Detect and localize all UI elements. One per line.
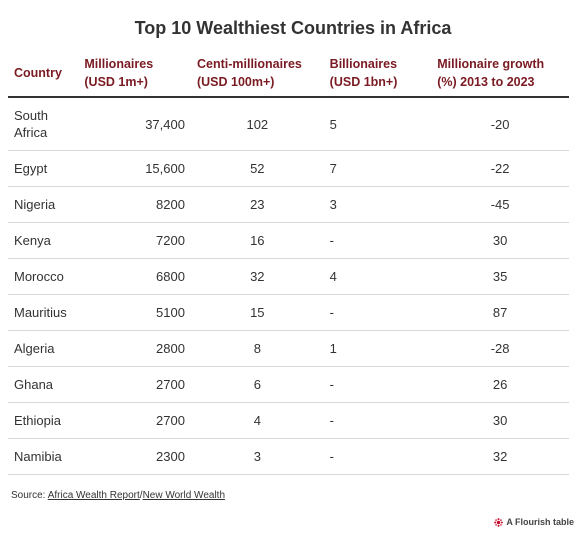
cell-millionaires: 2800 — [78, 330, 191, 367]
source-link-new-world-wealth[interactable]: New World Wealth — [142, 490, 225, 501]
header-millionaires-line2: (USD 1m+) — [84, 75, 148, 89]
cell-millionaires: 2700 — [78, 402, 191, 439]
cell-centi-millionaires: 52 — [190, 150, 324, 187]
cell-millionaires: 2300 — [78, 438, 191, 475]
cell-country: Nigeria — [8, 186, 79, 223]
table-row: South Africa 37,400 102 5 -20 — [8, 97, 569, 151]
flourish-credit[interactable]: A Flourish table — [494, 517, 574, 527]
header-centi-line1: Centi-millionaires — [196, 57, 302, 71]
cell-growth: 87 — [431, 294, 569, 331]
cell-millionaires: 15,600 — [78, 150, 191, 187]
table-header-row: Country Millionaires (USD 1m+) Centi-mil… — [8, 50, 569, 98]
cell-centi-millionaires: 16 — [190, 222, 324, 259]
cell-country: Ghana — [8, 366, 79, 403]
cell-country: Egypt — [8, 150, 79, 187]
cell-country: South Africa — [8, 97, 79, 151]
cell-centi-millionaires: 8 — [190, 330, 324, 367]
cell-growth: 32 — [431, 438, 569, 475]
cell-millionaires: 2700 — [78, 366, 191, 403]
cell-billionaires: 3 — [323, 186, 432, 223]
cell-country: Mauritius — [8, 294, 79, 331]
cell-billionaires: - — [323, 438, 432, 475]
table-row: Morocco 6800 32 4 35 — [8, 258, 569, 295]
cell-millionaires: 6800 — [78, 258, 191, 295]
header-country[interactable]: Country — [8, 50, 79, 98]
cell-country: Namibia — [8, 438, 79, 475]
source-note: Source: Africa Wealth Report/New World W… — [11, 490, 225, 501]
cell-millionaires: 7200 — [78, 222, 191, 259]
cell-growth: 26 — [431, 366, 569, 403]
table-row: Algeria 2800 8 1 -28 — [8, 330, 569, 367]
cell-growth: 35 — [431, 258, 569, 295]
cell-growth: -20 — [431, 97, 569, 151]
table-row: Mauritius 5100 15 - 87 — [8, 294, 569, 331]
source-link-africa-wealth-report[interactable]: Africa Wealth Report — [47, 490, 140, 501]
header-billionaires-line2: (USD 1bn+) — [329, 75, 398, 89]
table-row: Egypt 15,600 52 7 -22 — [8, 150, 569, 187]
cell-growth: 30 — [431, 222, 569, 259]
cell-billionaires: - — [323, 222, 432, 259]
table-row: Ethiopia 2700 4 - 30 — [8, 402, 569, 439]
header-growth-line1: Millionaire growth — [437, 57, 545, 71]
cell-billionaires: 7 — [323, 150, 432, 187]
cell-country: Ethiopia — [8, 402, 79, 439]
cell-centi-millionaires: 32 — [190, 258, 324, 295]
source-separator: / — [139, 490, 143, 501]
flourish-logo-icon — [494, 517, 504, 527]
table-title: Top 10 Wealthiest Countries in Africa — [134, 18, 452, 38]
table-row: Ghana 2700 6 - 26 — [8, 366, 569, 403]
cell-millionaires: 8200 — [78, 186, 191, 223]
header-growth[interactable]: Millionaire growth (%) 2013 to 2023 — [431, 50, 569, 98]
cell-centi-millionaires: 4 — [190, 402, 324, 439]
cell-country: Morocco — [8, 258, 79, 295]
cell-country: Algeria — [8, 330, 79, 367]
cell-billionaires: - — [323, 402, 432, 439]
header-billionaires-line1: Billionaires — [329, 57, 398, 71]
cell-growth: -45 — [431, 186, 569, 223]
cell-growth: -28 — [431, 330, 569, 367]
cell-country: Kenya — [8, 222, 79, 259]
table-row: Namibia 2300 3 - 32 — [8, 438, 569, 475]
wealth-table: Country Millionaires (USD 1m+) Centi-mil… — [8, 50, 569, 475]
cell-growth: 30 — [431, 402, 569, 439]
cell-growth: -22 — [431, 150, 569, 187]
cell-millionaires: 37,400 — [78, 97, 191, 151]
source-prefix: Source: — [11, 490, 48, 501]
cell-billionaires: 4 — [323, 258, 432, 295]
cell-billionaires: - — [323, 294, 432, 331]
header-billionaires[interactable]: Billionaires (USD 1bn+) — [323, 50, 432, 98]
table-row: Nigeria 8200 23 3 -45 — [8, 186, 569, 223]
header-centi-line2: (USD 100m+) — [196, 75, 275, 89]
cell-millionaires: 5100 — [78, 294, 191, 331]
header-millionaires-line1: Millionaires — [84, 57, 154, 71]
flourish-credit-label: A Flourish table — [506, 517, 574, 527]
cell-centi-millionaires: 3 — [190, 438, 324, 475]
cell-centi-millionaires: 15 — [190, 294, 324, 331]
table-row: Kenya 7200 16 - 30 — [8, 222, 569, 259]
cell-centi-millionaires: 6 — [190, 366, 324, 403]
header-millionaires[interactable]: Millionaires (USD 1m+) — [78, 50, 191, 98]
cell-billionaires: 5 — [323, 97, 432, 151]
header-country-label: Country — [14, 66, 62, 80]
cell-centi-millionaires: 23 — [190, 186, 324, 223]
cell-billionaires: 1 — [323, 330, 432, 367]
header-centi-millionaires[interactable]: Centi-millionaires (USD 100m+) — [190, 50, 324, 98]
table-body: South Africa 37,400 102 5 -20 Egypt 15,6… — [8, 97, 569, 475]
cell-centi-millionaires: 102 — [190, 97, 324, 151]
header-growth-line2: (%) 2013 to 2023 — [437, 75, 535, 89]
cell-billionaires: - — [323, 366, 432, 403]
